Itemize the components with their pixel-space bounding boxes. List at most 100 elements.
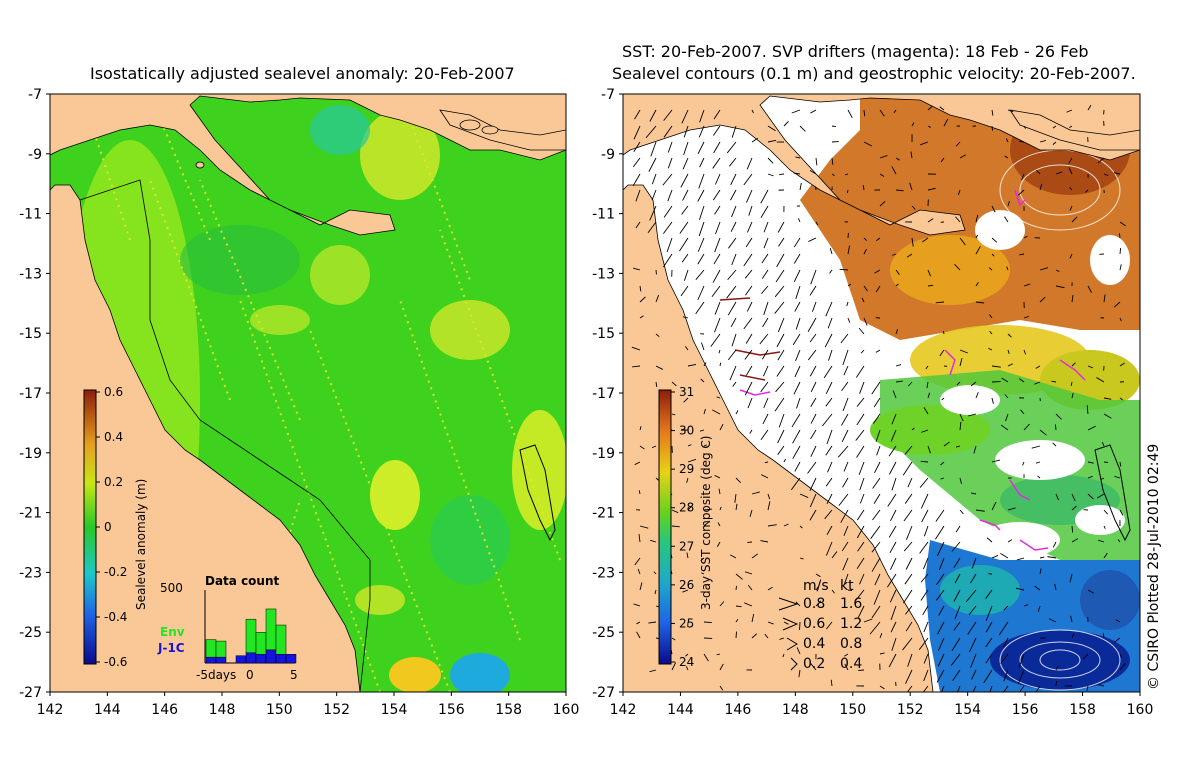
- velocity-vector: [763, 397, 769, 409]
- velocity-vector: [654, 589, 657, 595]
- velocity-vector: [1103, 173, 1109, 177]
- velocity-vector: [726, 141, 737, 154]
- velocity-vector: [735, 605, 742, 608]
- velocity-vector: [831, 589, 835, 594]
- y-tick-label: -19: [592, 446, 615, 462]
- velocity-legend-kt-header: kt: [840, 578, 854, 594]
- velocity-vector: [632, 173, 641, 187]
- velocity-vector: [1035, 461, 1041, 464]
- velocity-vector: [955, 141, 961, 147]
- velocity-vector: [1019, 140, 1025, 143]
- velocity-vector: [682, 589, 689, 593]
- velocity-vector: [1034, 585, 1041, 591]
- velocity-vector: [633, 603, 641, 607]
- velocity-vector: [1114, 637, 1121, 643]
- velocity-vector: [791, 109, 801, 114]
- velocity-vector: [923, 557, 929, 570]
- velocity-vector: [1068, 157, 1073, 164]
- copyright-credit: © CSIRO Plotted 28-Jul-2010 02:49: [1146, 444, 1162, 690]
- velocity-vector: [719, 663, 724, 671]
- velocity-vector: [1087, 475, 1093, 479]
- velocity-vector: [936, 669, 945, 683]
- data-count-ymax: 500: [160, 581, 183, 595]
- velocity-vector: [631, 346, 641, 351]
- velocity-vector: [653, 571, 657, 575]
- velocity-vector: [839, 268, 849, 271]
- j1c-count-bar: [215, 656, 227, 664]
- velocity-vector: [831, 125, 836, 128]
- velocity-vector: [815, 221, 819, 226]
- velocity-vector: [1087, 285, 1093, 293]
- velocity-vector: [735, 631, 737, 639]
- velocity-vector: [698, 221, 705, 237]
- velocity-vector: [810, 429, 817, 440]
- velocity-vector: [887, 493, 897, 507]
- velocity-vector: [922, 237, 929, 243]
- colorbar-tick-label: 28: [679, 501, 694, 515]
- velocity-vector: [751, 613, 755, 623]
- velocity-vector: [825, 397, 833, 407]
- velocity-vector: [1071, 505, 1077, 511]
- velocity-vector: [1016, 557, 1025, 561]
- velocity-vector: [714, 475, 721, 479]
- x-tick-label: 152: [323, 702, 350, 718]
- velocity-vector: [1007, 333, 1012, 338]
- shelf-contour: [79, 179, 371, 692]
- velocity-vector: [950, 653, 961, 666]
- colorbar-tick-label: -0.6: [104, 655, 127, 669]
- velocity-vector: [965, 589, 977, 603]
- velocity-vector: [649, 669, 657, 673]
- velocity-vector: [841, 381, 849, 391]
- velocity-vector: [891, 413, 897, 425]
- velocity-vector: [826, 429, 833, 445]
- velocity-vector: [919, 541, 929, 554]
- velocity-vector: [827, 461, 833, 473]
- velocity-vector: [760, 189, 769, 204]
- velocity-vector: [762, 317, 769, 328]
- velocity-vector: [712, 157, 721, 169]
- velocity-vector: [764, 633, 769, 639]
- velocity-vector: [825, 301, 833, 317]
- velocity-vector: [846, 189, 849, 194]
- velocity-vector: [1055, 493, 1059, 501]
- velocity-legend-arrow: [778, 597, 799, 611]
- velocity-vector: [985, 589, 993, 599]
- velocity-vector: [920, 589, 929, 601]
- velocity-vector: [856, 509, 865, 521]
- velocity-vector: [959, 357, 963, 367]
- velocity-vector: [748, 205, 753, 216]
- velocity-vector: [905, 557, 913, 570]
- velocity-vector: [1017, 669, 1025, 685]
- australia-land: [50, 184, 361, 692]
- velocity-vector: [906, 685, 913, 692]
- velocity-vector: [847, 317, 851, 323]
- sst-colorbar-gradient: [658, 389, 672, 665]
- velocity-vector: [815, 585, 820, 591]
- velocity-vector: [830, 679, 833, 687]
- velocity-vector: [1037, 605, 1041, 612]
- velocity-vector: [989, 314, 993, 319]
- velocity-vector: [911, 122, 915, 127]
- velocity-vector: [751, 633, 758, 639]
- velocity-vector: [824, 509, 833, 520]
- velocity-vector: [666, 237, 673, 253]
- velocity-vector: [663, 205, 673, 218]
- y-tick-label: -23: [592, 565, 615, 581]
- velocity-vector: [793, 172, 801, 175]
- velocity-vector: [1103, 397, 1112, 400]
- velocity-vector: [991, 253, 995, 257]
- velocity-vector: [731, 253, 737, 266]
- papua-new-guinea-land: [50, 94, 566, 236]
- velocity-vector: [1004, 216, 1009, 223]
- x-tick-label: 142: [37, 702, 64, 718]
- velocity-vector: [1071, 493, 1076, 502]
- velocity-vector: [1069, 187, 1073, 191]
- velocity-vector: [876, 237, 881, 242]
- y-tick-label: -21: [592, 506, 615, 522]
- velocity-vector: [902, 461, 913, 476]
- velocity-vector: [905, 621, 913, 632]
- velocity-vector: [937, 621, 945, 635]
- velocity-vector: [1039, 267, 1049, 271]
- velocity-vector: [1023, 349, 1027, 355]
- velocity-vector: [637, 568, 641, 575]
